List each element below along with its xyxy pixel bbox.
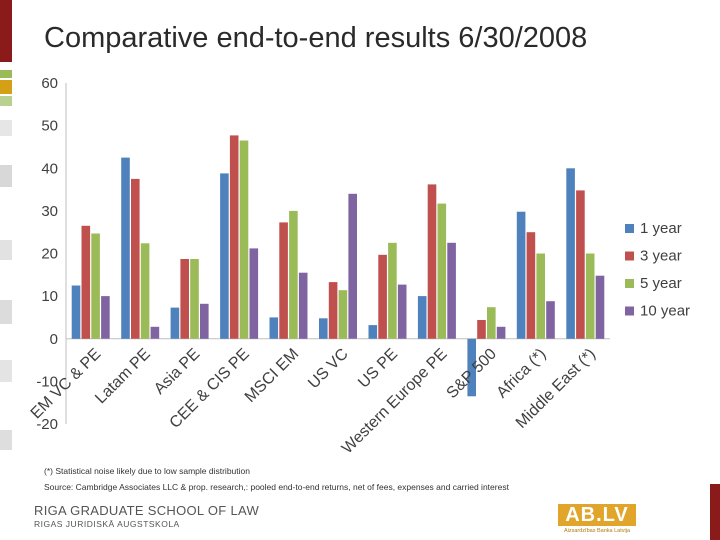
bar <box>170 307 180 339</box>
bar-marks <box>71 135 605 397</box>
bar <box>190 259 199 339</box>
bar <box>101 296 110 339</box>
bar <box>180 259 189 339</box>
bar <box>427 184 437 339</box>
bar <box>566 168 575 339</box>
legend-swatch <box>625 279 634 288</box>
bar <box>437 203 447 339</box>
y-tick-label: 0 <box>50 331 58 348</box>
legend-label: 3 year <box>640 248 682 265</box>
left-accent-grey5 <box>0 360 12 382</box>
bar <box>131 178 140 339</box>
bar <box>338 290 348 339</box>
footnote-source: Source: Cambridge Associates LLC & prop.… <box>44 482 509 492</box>
bar <box>595 275 605 339</box>
legend-swatch <box>625 306 634 316</box>
left-accent-grey6 <box>0 430 12 450</box>
left-accent-grey4 <box>0 300 12 324</box>
bar <box>417 296 427 339</box>
bar <box>585 253 595 339</box>
y-tick-label: 10 <box>41 288 58 305</box>
bar <box>298 272 308 339</box>
bar <box>477 320 486 339</box>
bar <box>368 325 378 339</box>
left-accent-grey2 <box>0 165 12 187</box>
bar <box>121 157 130 339</box>
left-accent-gold <box>0 80 12 94</box>
bar <box>150 326 160 339</box>
y-tick-label: 30 <box>41 203 58 220</box>
left-accent-bar <box>0 0 12 540</box>
school-name-local: RIGAS JURIDISKĀ AUGSTSKOLA <box>34 519 180 529</box>
bar <box>200 303 209 339</box>
bar <box>71 285 81 339</box>
bar <box>91 233 100 339</box>
bar <box>516 211 526 339</box>
bar <box>81 225 91 339</box>
bar <box>319 318 328 339</box>
y-tick-label: 60 <box>41 75 58 92</box>
category-label: US VC <box>305 346 352 393</box>
bar <box>576 190 585 339</box>
bar <box>378 254 387 339</box>
bar <box>279 222 288 339</box>
left-accent-lightgreen <box>0 96 12 106</box>
bar <box>249 248 259 339</box>
y-tick-labels: -20 -10 0 10 20 30 40 50 60 <box>36 75 58 433</box>
legend-label: 1 year <box>640 220 682 237</box>
bar <box>289 210 298 339</box>
school-name: RIGA GRADUATE SCHOOL OF LAW <box>34 503 260 518</box>
left-accent-red <box>0 0 12 62</box>
bar <box>496 326 506 339</box>
bar <box>536 253 545 339</box>
ablv-logo-subtext: Aizsardzības Banka Latvija <box>563 528 631 534</box>
bar <box>388 242 397 339</box>
bar <box>220 173 229 339</box>
category-label: US PE <box>355 346 401 392</box>
left-accent-grey3 <box>0 240 12 260</box>
bar <box>229 135 239 339</box>
bar <box>239 140 249 339</box>
bar <box>397 284 407 339</box>
category-label: MSCI EM <box>242 346 302 406</box>
legend-label: 10 year <box>640 303 690 320</box>
bar <box>487 307 496 339</box>
left-accent-grey1 <box>0 120 12 136</box>
bar <box>546 301 555 339</box>
ablv-logo: AB.LV <box>558 504 636 526</box>
bar <box>269 317 279 339</box>
y-tick-label: 40 <box>41 160 58 177</box>
bar <box>348 193 357 339</box>
bar <box>328 282 338 339</box>
right-accent-bar <box>710 484 720 540</box>
legend-label: 5 year <box>640 275 682 292</box>
bar <box>140 243 150 339</box>
y-tick-label: 50 <box>41 118 58 135</box>
bar <box>526 232 536 339</box>
bar <box>467 338 476 397</box>
slide-title: Comparative end-to-end results 6/30/2008 <box>44 22 588 54</box>
y-tick-label: 20 <box>41 246 58 263</box>
footnote-noise: (*) Statistical noise likely due to low … <box>44 466 250 476</box>
bar <box>447 242 456 339</box>
legend-swatch <box>625 224 634 233</box>
y-tick-label: -10 <box>36 373 58 390</box>
legend: 1 year 3 year 5 year 10 year <box>625 220 690 320</box>
y-tick-label: -20 <box>36 416 58 433</box>
left-accent-green <box>0 70 12 78</box>
legend-swatch <box>625 251 634 261</box>
